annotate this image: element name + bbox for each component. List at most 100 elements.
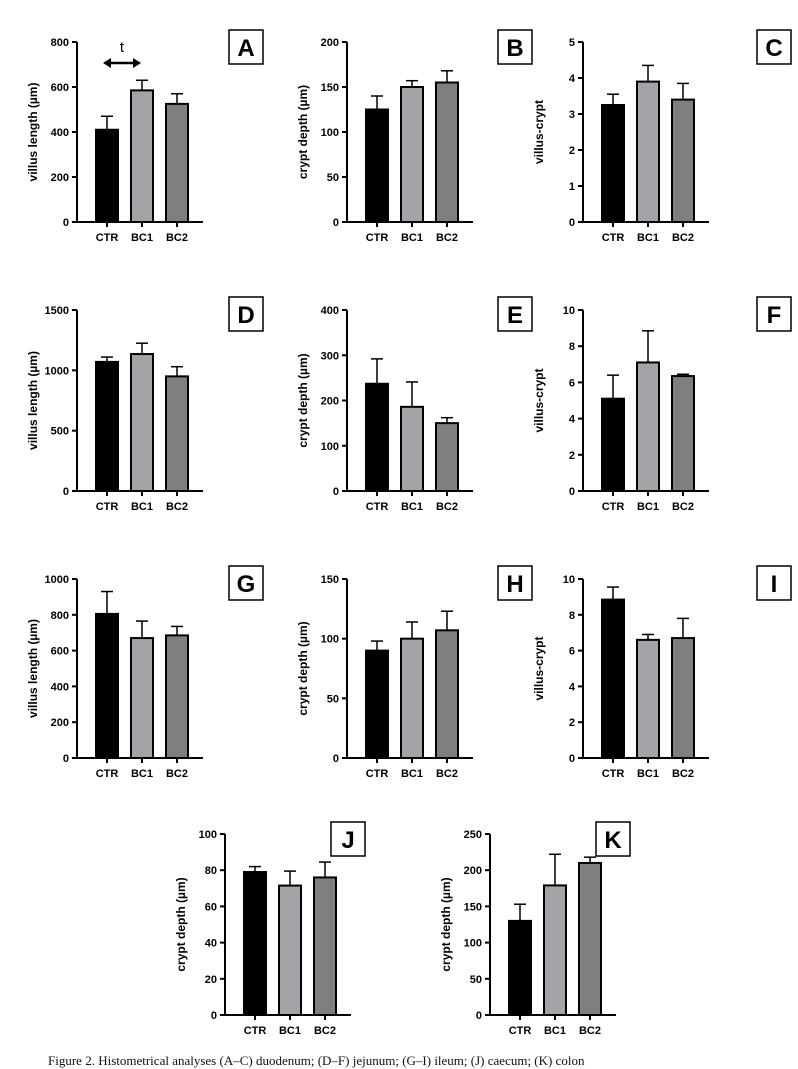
figure-caption: Figure 2. Histometrical analyses (A–C) d… xyxy=(48,1053,585,1068)
x-tick-label: CTR xyxy=(96,768,119,780)
panel-letter-box xyxy=(497,29,533,65)
bar-ctr xyxy=(508,919,532,1017)
x-tick-label: BC2 xyxy=(436,501,458,513)
annotation-arrowhead-left xyxy=(103,58,111,68)
x-tick-label: BC2 xyxy=(436,768,458,780)
y-tick-label: 0 xyxy=(63,753,69,765)
panel-i: 0 2 4 6 8 10 villus-crypt CTR BC1 BC2 I xyxy=(532,565,792,780)
y-tick-label: 6 xyxy=(569,377,575,389)
panel-letter-box xyxy=(228,296,264,332)
y-tick-label: 500 xyxy=(51,426,69,438)
y-axis-label: crypt depth (µm) xyxy=(439,877,453,971)
panel-f: 0 2 4 6 8 10 villus-crypt CTR BC1 BC2 F xyxy=(532,296,792,513)
bar-ctr xyxy=(243,871,267,1017)
panel-letter: C xyxy=(765,35,782,62)
bar-bc2 xyxy=(165,375,189,492)
panel-b: 0 50 100 150 200 crypt depth (µm) CTR BC1 BC2 B xyxy=(296,29,533,244)
y-tick-label: 10 xyxy=(563,574,575,586)
x-tick-label: BC1 xyxy=(131,768,153,780)
y-tick-label: 80 xyxy=(205,865,217,877)
y-tick-label: 400 xyxy=(321,305,339,317)
panel-letter-box xyxy=(595,821,631,857)
bar-bc1 xyxy=(636,638,660,759)
x-tick-label: BC1 xyxy=(131,501,153,513)
y-tick-label: 200 xyxy=(321,396,339,408)
y-tick-label: 200 xyxy=(51,717,69,729)
bar-bc1 xyxy=(400,637,424,760)
y-tick-label: 200 xyxy=(321,37,339,49)
y-tick-label: 600 xyxy=(51,82,69,94)
panel-letter: E xyxy=(507,302,523,329)
y-tick-label: 3 xyxy=(569,109,575,121)
y-tick-label: 1500 xyxy=(45,305,69,317)
y-tick-label: 0 xyxy=(569,217,575,229)
bar-ctr xyxy=(95,360,119,492)
y-axis-label: crypt depth (µm) xyxy=(296,621,310,715)
y-axis-label: villus-crypt xyxy=(532,368,546,432)
y-axis-label: crypt depth (µm) xyxy=(296,85,310,179)
y-tick-label: 40 xyxy=(205,938,217,950)
y-tick-label: 4 xyxy=(569,681,576,693)
y-axis-label: villus length (µm) xyxy=(26,351,40,450)
x-tick-label: BC2 xyxy=(166,768,188,780)
x-tick-label: CTR xyxy=(602,768,625,780)
bar-bc1 xyxy=(400,86,424,223)
bar-bc1 xyxy=(130,353,154,492)
y-tick-label: 0 xyxy=(333,486,339,498)
x-tick-label: CTR xyxy=(366,232,389,244)
y-tick-label: 4 xyxy=(569,414,576,426)
y-tick-label: 250 xyxy=(464,829,482,841)
x-tick-label: CTR xyxy=(366,768,389,780)
y-tick-label: 0 xyxy=(476,1010,482,1022)
panel-letter: H xyxy=(506,571,523,598)
x-tick-label: BC2 xyxy=(166,501,188,513)
panel-letter: B xyxy=(506,35,523,62)
x-tick-label: BC2 xyxy=(436,232,458,244)
x-tick-label: BC1 xyxy=(401,232,423,244)
y-tick-label: 100 xyxy=(321,127,339,139)
bar-ctr xyxy=(365,649,389,759)
y-axis-label: villus-crypt xyxy=(532,100,546,164)
y-tick-label: 2 xyxy=(569,717,575,729)
y-tick-label: 150 xyxy=(464,901,482,913)
panel-letter-box xyxy=(497,296,533,332)
x-tick-label: BC1 xyxy=(401,501,423,513)
panel-letter: G xyxy=(237,571,256,598)
x-tick-label: BC1 xyxy=(637,768,659,780)
x-tick-label: BC2 xyxy=(672,232,694,244)
y-tick-label: 800 xyxy=(51,37,69,49)
panel-letter-box xyxy=(756,29,792,65)
x-tick-label: BC1 xyxy=(637,501,659,513)
x-tick-label: CTR xyxy=(602,501,625,513)
y-tick-label: 0 xyxy=(63,217,69,229)
y-tick-label: 200 xyxy=(51,172,69,184)
y-tick-label: 4 xyxy=(569,73,576,85)
panel-c: 0 1 2 3 4 5 villus-crypt CTR BC1 BC2 C xyxy=(532,29,792,244)
y-tick-label: 8 xyxy=(569,610,575,622)
panel-letter: J xyxy=(341,827,354,854)
x-tick-label: BC2 xyxy=(672,768,694,780)
bar-bc1 xyxy=(543,884,567,1016)
x-tick-label: CTR xyxy=(366,501,389,513)
bar-bc2 xyxy=(671,637,695,760)
x-tick-label: CTR xyxy=(602,232,625,244)
y-tick-label: 100 xyxy=(199,829,217,841)
x-tick-label: CTR xyxy=(509,1025,532,1037)
y-tick-label: 100 xyxy=(464,938,482,950)
y-axis-label: villus length (µm) xyxy=(26,83,40,182)
y-tick-label: 50 xyxy=(327,172,339,184)
panel-g: 0 200 400 600 800 1000 villus length (µm) CTR BC… xyxy=(26,565,264,780)
bar-ctr xyxy=(365,108,389,223)
panel-a: 0 200 400 600 800 villus length (µm) CTR BC1 BC2… xyxy=(26,29,264,244)
y-axis-label: villus length (µm) xyxy=(26,619,40,718)
panel-letter-box xyxy=(497,565,533,601)
y-tick-label: 0 xyxy=(569,486,575,498)
panel-k: 0 50 100 150 200 250 crypt depth (µm) CTR BC1 BC2… xyxy=(439,821,631,1037)
y-tick-label: 5 xyxy=(569,37,575,49)
bar-bc2 xyxy=(578,861,602,1017)
annotation-arrowhead-right xyxy=(133,58,141,68)
y-tick-label: 2 xyxy=(569,145,575,157)
x-tick-label: BC1 xyxy=(279,1025,301,1037)
bar-ctr xyxy=(601,104,625,223)
bar-ctr xyxy=(365,382,389,493)
